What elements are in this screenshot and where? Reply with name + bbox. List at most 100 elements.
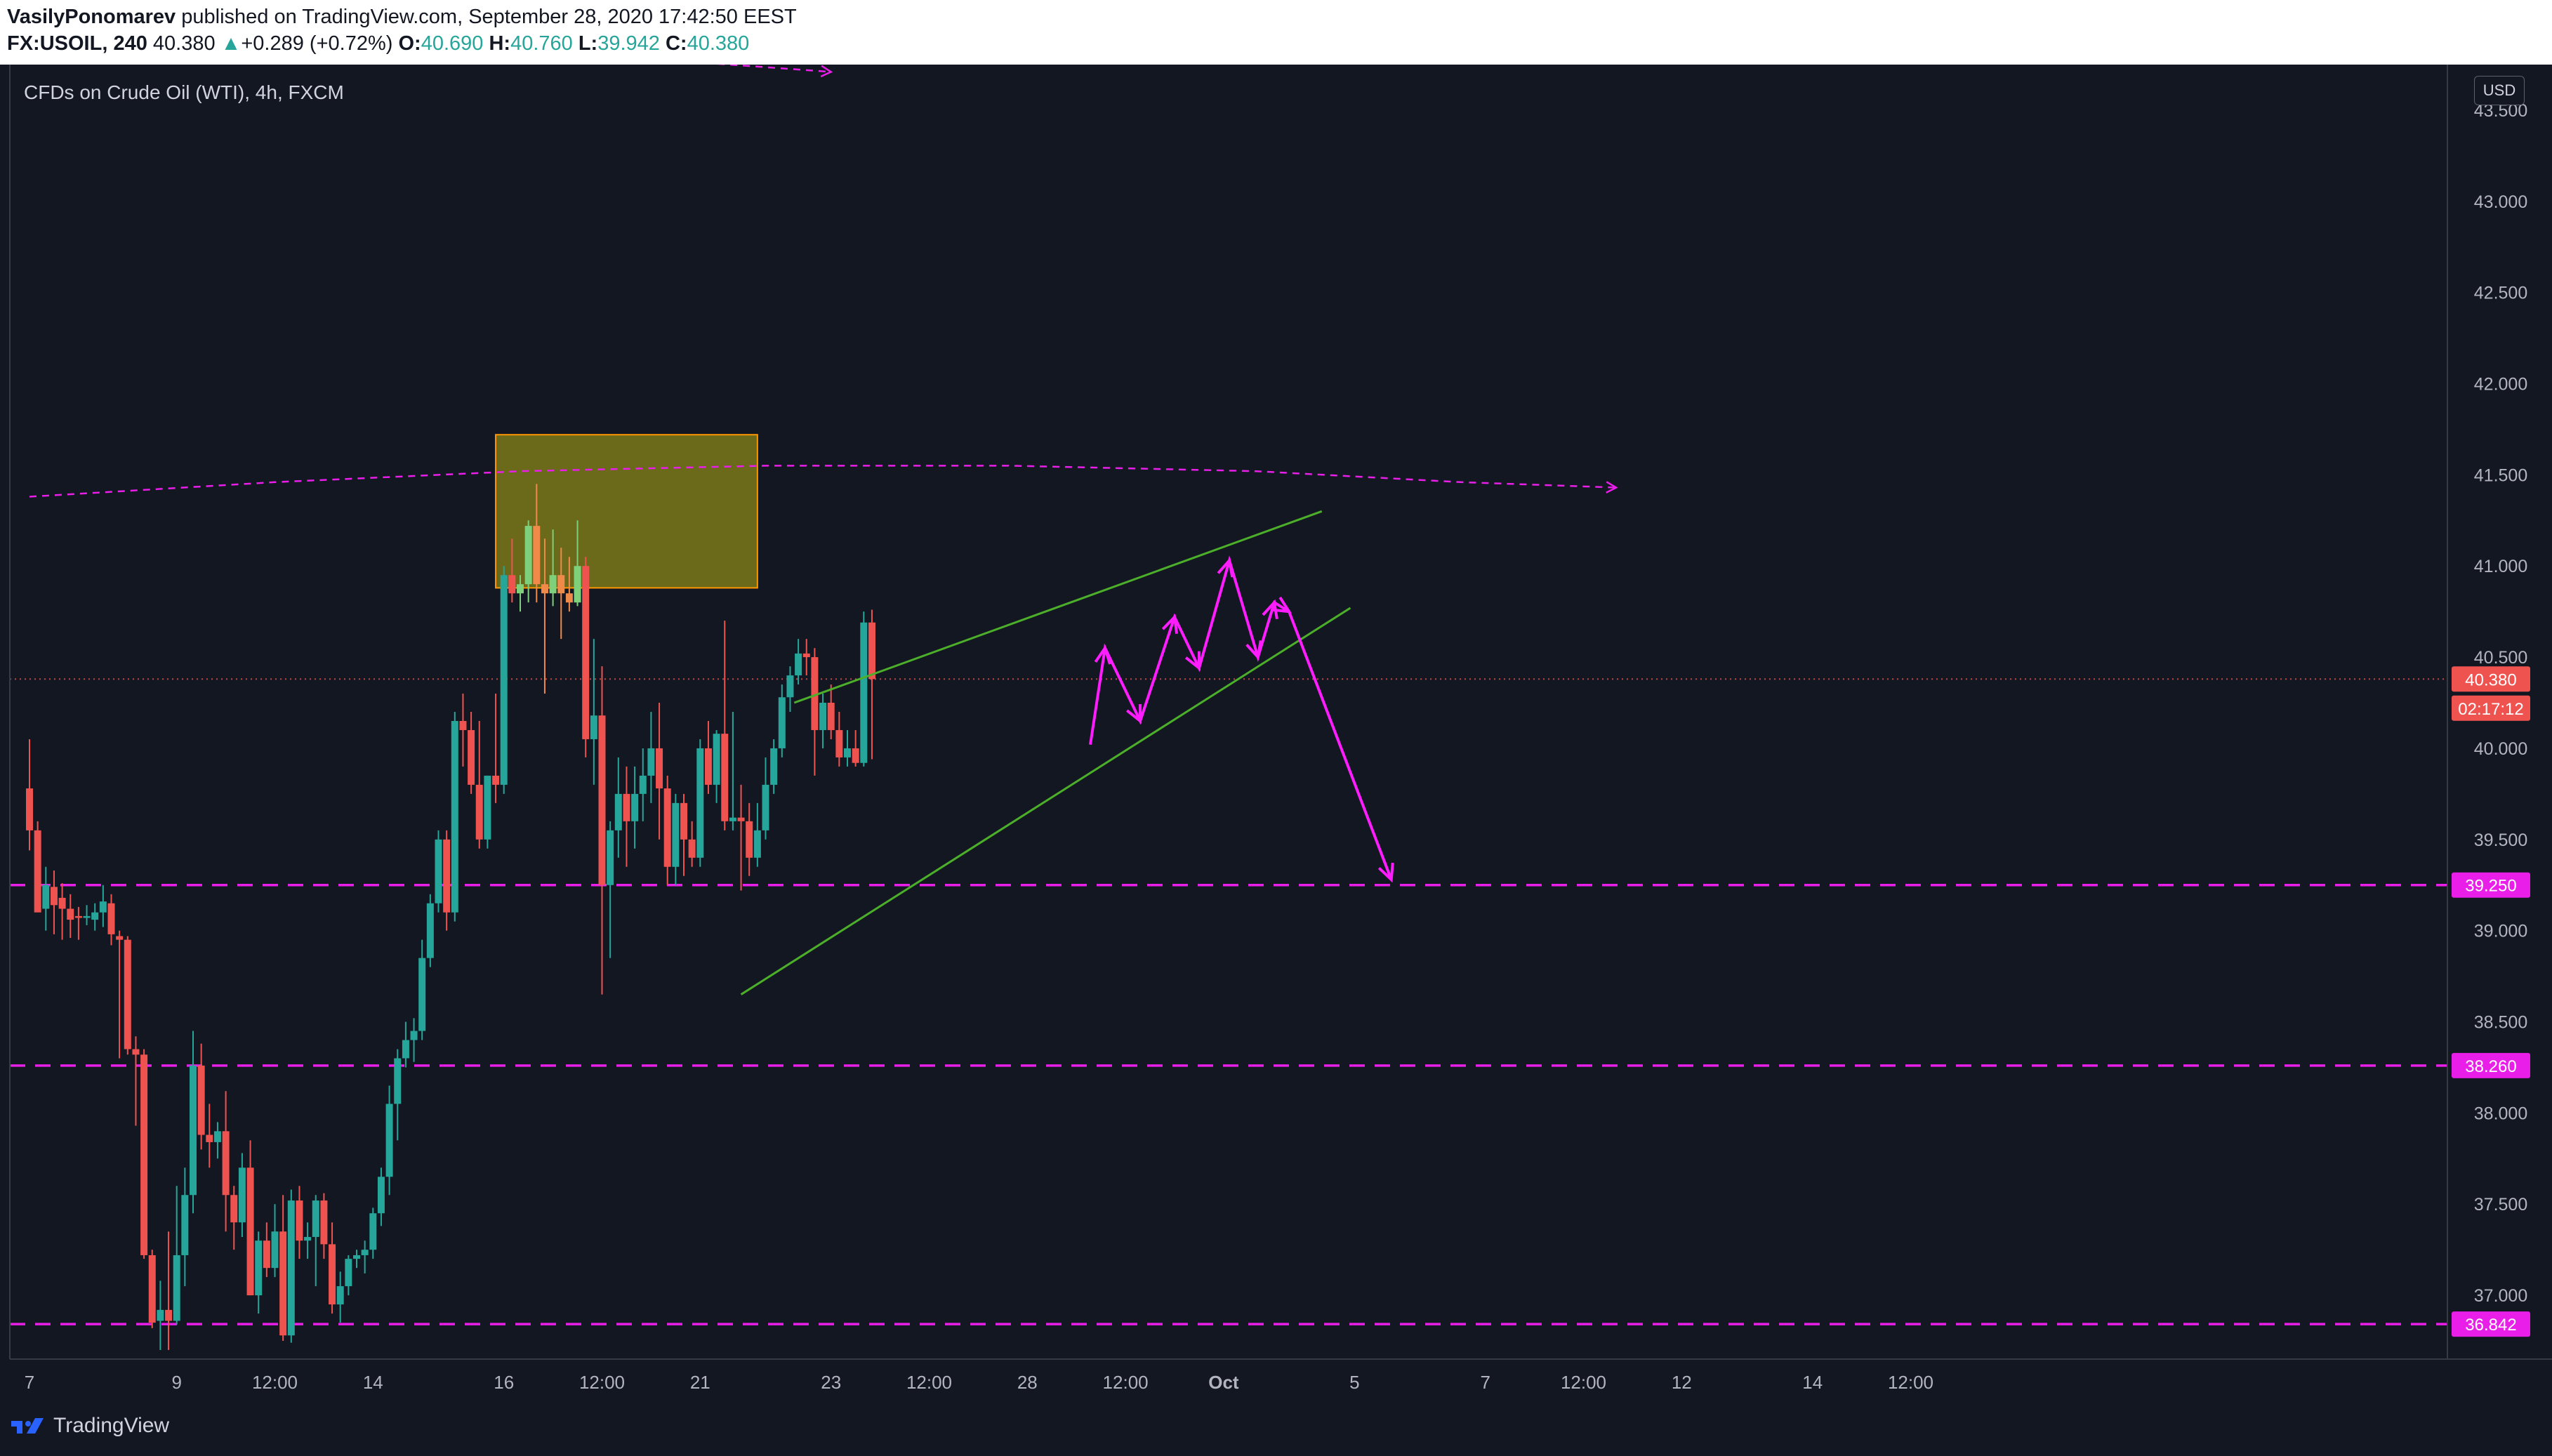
price-tick-label: 37.000 — [2474, 1286, 2527, 1306]
candle-body — [475, 784, 483, 840]
time-tick-label: 12:00 — [1561, 1372, 1606, 1393]
countdown-tag-text: 02:17:12 — [2458, 700, 2523, 719]
candle-body — [296, 1200, 303, 1241]
price-tick-label: 39.000 — [2474, 922, 2527, 941]
candle-body — [255, 1240, 263, 1296]
candle-body — [631, 793, 639, 821]
publish-info: VasilyPonomarev published on TradingView… — [7, 6, 797, 29]
candle-body — [304, 1236, 312, 1241]
candle-body — [565, 593, 573, 603]
close-value: 40.380 — [687, 32, 750, 55]
curve-arrowhead — [820, 65, 833, 78]
candle-body — [517, 584, 524, 594]
currency-badge[interactable]: USD — [2474, 76, 2525, 105]
candle-body — [647, 748, 655, 776]
time-tick-label: 12 — [1672, 1372, 1692, 1393]
axes-layer: 43.50043.00042.50042.00041.50041.00040.5… — [9, 65, 2552, 1393]
time-tick-label: Oct — [1208, 1372, 1239, 1393]
projection-arrowhead — [1126, 703, 1142, 724]
close-label: C: — [665, 32, 687, 55]
candle-body — [238, 1167, 246, 1223]
candle-body — [533, 526, 541, 585]
projection-arrowhead — [1262, 599, 1278, 620]
candle-body — [279, 1231, 287, 1336]
open-value: 40.690 — [421, 32, 484, 55]
candle-body — [394, 1058, 402, 1104]
horizontal-levels-layer — [10, 678, 2447, 1325]
candle-body — [663, 788, 671, 867]
candle-body — [541, 584, 548, 594]
candle-body — [696, 748, 704, 858]
price-tick-label: 41.500 — [2474, 465, 2527, 485]
time-tick-label: 14 — [363, 1372, 383, 1393]
candle-body — [729, 817, 736, 821]
candle-body — [802, 653, 810, 658]
time-tick-label: 12:00 — [1888, 1372, 1933, 1393]
brand-name: TradingView — [53, 1414, 170, 1437]
candle-body — [124, 939, 131, 1050]
candle-body — [410, 1031, 418, 1040]
time-tick-label: 7 — [25, 1372, 34, 1393]
price-tick-label: 40.000 — [2474, 739, 2527, 759]
candle-body — [116, 936, 124, 940]
candle-body — [713, 734, 720, 785]
candle-body — [230, 1195, 238, 1223]
candle-body — [336, 1286, 344, 1305]
candle-body — [67, 908, 74, 920]
candle-body — [190, 1065, 197, 1196]
candle-body — [672, 802, 680, 867]
time-tick-label: 7 — [1480, 1372, 1490, 1393]
candle-body — [206, 1134, 213, 1142]
price-axis-tag — [2452, 1052, 2530, 1078]
candle-body — [786, 675, 794, 698]
candle-body — [656, 748, 663, 789]
time-tick-label: 9 — [171, 1372, 181, 1393]
price-tick-label: 38.000 — [2474, 1104, 2527, 1123]
candle-body — [222, 1131, 230, 1196]
time-tick-label: 12:00 — [1103, 1372, 1149, 1393]
candle-body — [271, 1231, 279, 1269]
price-axis-tag-text: 40.380 — [2465, 670, 2516, 689]
candle-body — [181, 1195, 189, 1255]
last-price: 40.380 — [152, 32, 216, 55]
time-tick-label: 12:00 — [579, 1372, 625, 1393]
candle-body — [590, 715, 597, 739]
price-axis-tag — [2452, 695, 2530, 721]
upper-curve — [717, 65, 831, 73]
candle-body — [614, 793, 622, 830]
candle-body — [435, 839, 442, 904]
tradingview-brand[interactable]: TradingView — [10, 1414, 169, 1438]
symbol-name: FX:USOIL, 240 — [7, 32, 147, 55]
price-chart[interactable]: 43.50043.00042.50042.00041.50041.00040.5… — [0, 65, 2552, 1398]
candle-body — [345, 1259, 352, 1287]
price-change: +0.289 (+0.72%) — [241, 32, 393, 55]
projection-arrowhead — [1217, 557, 1234, 578]
tradingview-logo-icon — [11, 1418, 44, 1434]
projection-path — [1089, 555, 1393, 880]
projection-arrowhead — [1272, 596, 1292, 614]
candle-body — [492, 775, 500, 785]
candle-body — [361, 1250, 369, 1255]
low-value: 39.942 — [597, 32, 660, 55]
projection-arrowhead — [1094, 644, 1111, 665]
candle-body — [835, 729, 843, 757]
candle-body — [451, 720, 458, 913]
publisher-name[interactable]: VasilyPonomarev — [7, 6, 176, 28]
time-tick-label: 12:00 — [252, 1372, 298, 1393]
publish-header: VasilyPonomarev published on TradingView… — [0, 0, 2552, 65]
price-axis-tag — [2452, 872, 2530, 898]
candle-body — [819, 703, 827, 730]
high-value: 40.760 — [510, 32, 573, 55]
low-label: L: — [578, 32, 598, 55]
candle-body — [549, 575, 557, 594]
candle-body — [524, 526, 532, 585]
open-label: O: — [398, 32, 421, 55]
candle-body — [484, 775, 491, 840]
candle-body — [58, 897, 66, 909]
candle-body — [508, 575, 516, 594]
candle-body — [753, 830, 761, 858]
candle-body — [312, 1200, 319, 1237]
price-tick-label: 43.000 — [2474, 192, 2527, 212]
candle-body — [598, 715, 606, 885]
candle-body — [426, 903, 434, 958]
